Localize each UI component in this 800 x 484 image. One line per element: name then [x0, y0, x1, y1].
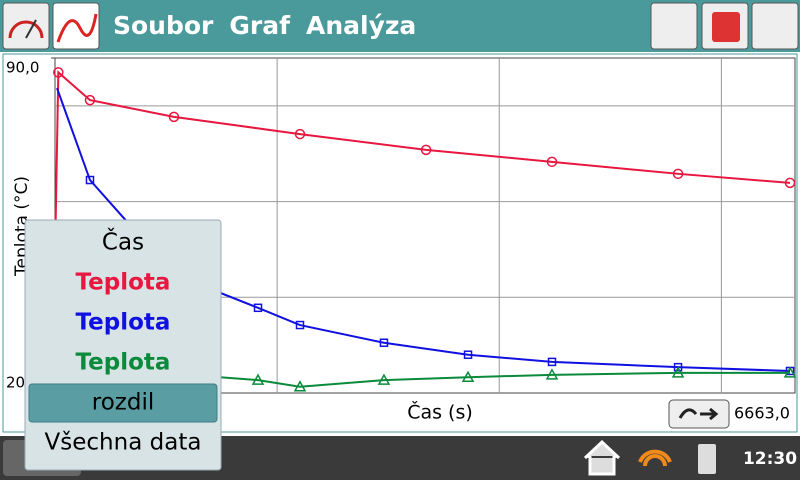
wifi-icon — [638, 449, 672, 467]
marker — [294, 128, 306, 140]
menu-highlight — [28, 383, 218, 423]
marker — [546, 156, 558, 168]
y-tick-label: 90,0 — [6, 59, 39, 77]
meter-needle — [25, 19, 37, 39]
menu-option[interactable]: Všechna data — [45, 430, 202, 456]
menu-option[interactable]: rozdil — [92, 390, 154, 416]
marker — [463, 350, 473, 359]
x-readout: 6663,0 — [734, 404, 790, 423]
graph-tab[interactable] — [52, 2, 100, 50]
marker — [251, 373, 265, 385]
marker — [547, 357, 557, 367]
popup-menu: Čas Teplota Teplota Teplota rozdil Všechna da… — [24, 219, 222, 471]
autoscale-icon — [678, 407, 719, 421]
graph-icon — [56, 13, 98, 43]
marker — [53, 67, 64, 78]
series-line — [54, 70, 791, 260]
marker — [673, 362, 683, 372]
marker — [84, 94, 96, 106]
home-icon[interactable] — [583, 439, 621, 476]
menu-item[interactable]: Analýza — [306, 11, 416, 40]
marker — [671, 366, 685, 378]
journal-tab[interactable] — [751, 2, 799, 50]
meter-tab[interactable] — [2, 2, 50, 50]
x-axis-label: Čas (s) — [407, 400, 473, 424]
menu-option[interactable]: Teplota — [76, 270, 171, 296]
marker — [253, 303, 263, 313]
menu-item[interactable]: Graf — [229, 11, 291, 40]
marker — [85, 175, 95, 185]
marker — [379, 338, 389, 347]
y-tick-label: 20 — [6, 374, 25, 392]
battery-icon — [698, 444, 716, 474]
meter-icon — [8, 20, 44, 39]
series-line — [219, 371, 791, 388]
marker — [672, 168, 684, 180]
marker — [377, 373, 391, 385]
marker — [295, 320, 305, 330]
marker — [783, 366, 797, 378]
marker — [420, 144, 432, 156]
autoscale-button[interactable] — [668, 399, 730, 429]
menu-option[interactable]: Teplota — [76, 310, 171, 336]
menu-bar: Soubor Graf Analýza — [113, 11, 416, 40]
menu-item[interactable]: Soubor — [113, 11, 214, 40]
marker — [293, 380, 307, 392]
marker — [461, 370, 475, 382]
marker — [168, 111, 180, 123]
marker — [784, 177, 796, 189]
table-tab[interactable] — [650, 2, 698, 50]
menu-option[interactable]: Čas — [102, 228, 144, 256]
clock: 12:30 — [743, 449, 797, 469]
marker — [545, 368, 559, 380]
series-line — [56, 87, 791, 372]
list-icon — [712, 12, 740, 42]
menu-option[interactable]: Teplota — [76, 350, 171, 376]
